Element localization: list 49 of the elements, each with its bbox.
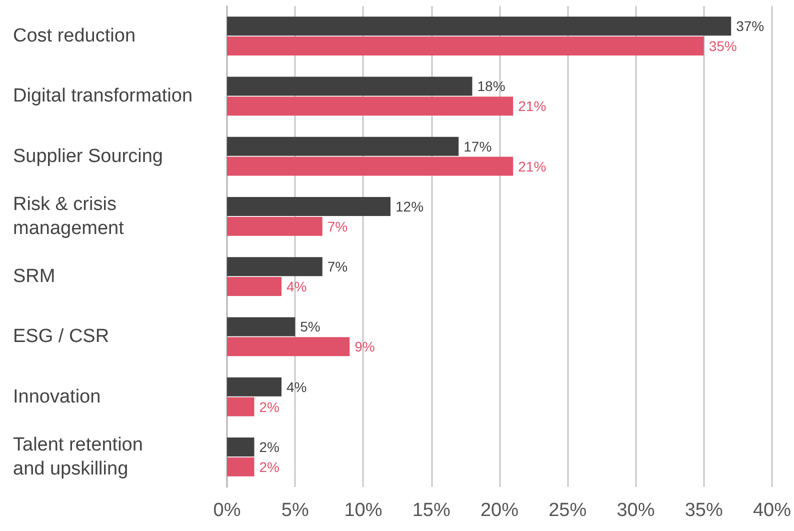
data-label: 9%: [354, 338, 375, 355]
data-label: 2%: [259, 438, 280, 455]
bar: [227, 156, 514, 176]
y-tick-label: ESG / CSR: [13, 326, 110, 348]
bar: [227, 136, 459, 156]
data-label: 5%: [300, 318, 320, 335]
data-label: 7%: [327, 258, 348, 275]
bar: [227, 196, 390, 216]
bar: [227, 16, 732, 36]
y-tick-label: Supplier Sourcing: [13, 146, 163, 167]
data-label: 21%: [518, 158, 546, 174]
bar: [227, 397, 254, 416]
y-tick-label: Talent retention and upskilling: [13, 434, 143, 480]
bar: [227, 36, 704, 56]
bar: [227, 96, 514, 116]
bar: [227, 216, 322, 236]
bar: [227, 317, 296, 336]
x-tick-label: 30%: [616, 500, 655, 521]
x-tick-label: 25%: [548, 500, 587, 521]
bar: [227, 437, 254, 456]
data-label: 35%: [708, 38, 737, 54]
y-tick-label: Cost reduction: [13, 26, 136, 47]
bar: [227, 76, 472, 96]
x-tick-label: 10%: [344, 500, 382, 521]
data-label: 4%: [286, 278, 307, 295]
data-label: 2%: [259, 398, 280, 415]
bar: [227, 277, 282, 296]
data-label: 2%: [259, 458, 280, 475]
y-tick-label: Digital transformation: [13, 86, 193, 107]
y-tick-label: SRM: [13, 266, 56, 288]
x-tick-label: 15%: [412, 500, 450, 521]
x-tick-label: 20%: [480, 500, 519, 521]
x-tick-label: 40%: [752, 500, 792, 521]
data-label: 37%: [736, 18, 764, 34]
data-label: 17%: [464, 138, 492, 154]
y-tick-label: Innovation: [13, 386, 101, 408]
bar: [227, 377, 282, 396]
bar: [227, 337, 350, 356]
data-label: 21%: [518, 98, 546, 114]
y-tick-label: Risk & crisis management: [13, 194, 125, 239]
data-label: 4%: [286, 378, 307, 395]
bar: [227, 457, 254, 476]
bar: [227, 257, 322, 276]
x-tick-label: 0%: [213, 500, 241, 521]
data-label: 12%: [395, 198, 424, 214]
x-tick-label: 5%: [281, 500, 309, 521]
data-label: 18%: [477, 78, 506, 94]
x-tick-label: 35%: [684, 500, 723, 521]
data-label: 7%: [327, 218, 348, 234]
